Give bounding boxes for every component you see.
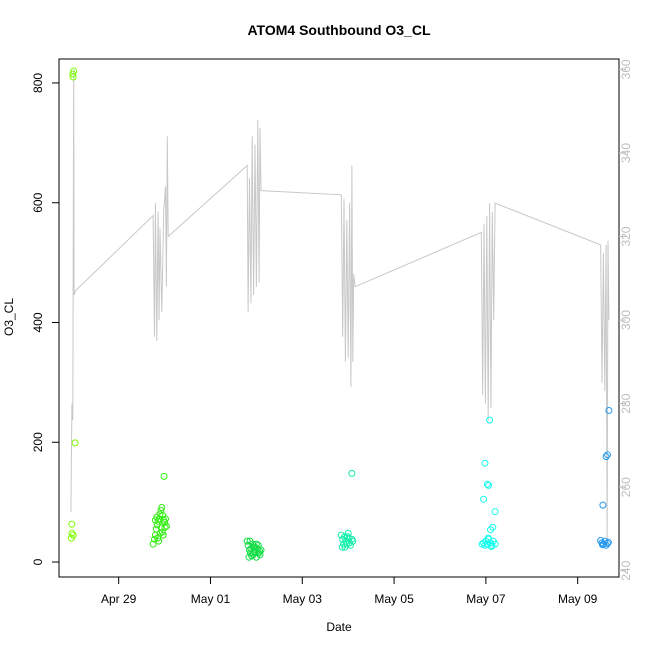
data-point (599, 541, 606, 549)
data-point (604, 540, 611, 547)
data-point (68, 529, 76, 537)
data-point (344, 529, 352, 537)
data-point (161, 519, 169, 526)
data-point (243, 537, 251, 545)
data-point (69, 73, 77, 81)
x-tick-label: May 07 (466, 592, 506, 606)
data-point (491, 540, 499, 548)
x-axis-label: Date (326, 620, 352, 634)
data-point (604, 451, 611, 459)
data-point (71, 439, 79, 447)
y2-tick-label: 340 (619, 143, 633, 163)
x-tick-label: May 09 (558, 592, 598, 606)
data-point (481, 459, 489, 467)
y-tick-label: 800 (31, 73, 45, 93)
data-point (250, 543, 258, 551)
y2-tick-label: 280 (619, 393, 633, 413)
data-point (162, 515, 169, 523)
data-point (69, 531, 77, 539)
data-point (158, 504, 166, 511)
data-point (157, 524, 165, 532)
data-point (486, 416, 494, 424)
data-point (157, 507, 165, 514)
y2-tick-label: 320 (619, 226, 633, 246)
chart-title: ATOM4 Southbound O3_CL (247, 22, 430, 38)
data-point (487, 543, 495, 550)
data-point (341, 533, 348, 541)
data-point (149, 540, 157, 548)
data-point (245, 553, 253, 561)
x-tick-label: Apr 29 (101, 592, 137, 606)
data-point (161, 523, 169, 531)
data-point (489, 523, 497, 531)
data-point (256, 547, 264, 555)
y-tick-label: 600 (31, 192, 45, 212)
data-point (159, 531, 167, 539)
y-axis: 0 200 400 600 800 (31, 73, 59, 565)
data-point (343, 540, 351, 548)
data-point (151, 535, 158, 543)
x-tick-label: May 05 (374, 592, 414, 606)
x-tick-label: May 01 (191, 592, 231, 606)
data-point (252, 553, 260, 561)
data-point (69, 70, 77, 78)
plot-frame (58, 58, 620, 578)
data-point (602, 453, 610, 461)
scatter-points-layer (67, 67, 613, 561)
data-point (68, 520, 76, 528)
data-point (246, 537, 254, 545)
data-point (480, 495, 488, 503)
data-point (155, 537, 163, 545)
data-point (484, 534, 492, 542)
data-point (345, 534, 353, 542)
data-point (487, 526, 494, 534)
data-point (604, 538, 612, 546)
x-tick-label: May 03 (283, 592, 323, 606)
y2-tick-label: 240 (619, 560, 633, 580)
data-point (599, 501, 607, 509)
data-point (485, 481, 493, 489)
data-point (483, 480, 491, 488)
y-tick-label: 200 (31, 432, 45, 452)
data-point (348, 469, 356, 477)
data-point (160, 472, 168, 480)
secondary-line-layer (70, 69, 610, 546)
data-point (152, 525, 160, 533)
data-point (491, 508, 499, 516)
y2-tick-label: 260 (619, 477, 633, 497)
data-point (153, 513, 161, 521)
x-axis: Apr 29 May 01 May 03 May 05 May 07 May 09 (101, 577, 598, 606)
data-point (251, 548, 258, 556)
y-axis-label: O3_CL (2, 298, 16, 336)
y2-tick-label: 300 (619, 310, 633, 330)
y-tick-label: 0 (31, 558, 45, 565)
secondary-series-line (70, 69, 610, 546)
data-point (605, 407, 613, 414)
y-tick-label: 400 (31, 312, 45, 332)
y2-tick-label: 360 (619, 59, 633, 79)
secondary-y-axis: 240 260 280 300 320 340 360 (619, 59, 633, 581)
